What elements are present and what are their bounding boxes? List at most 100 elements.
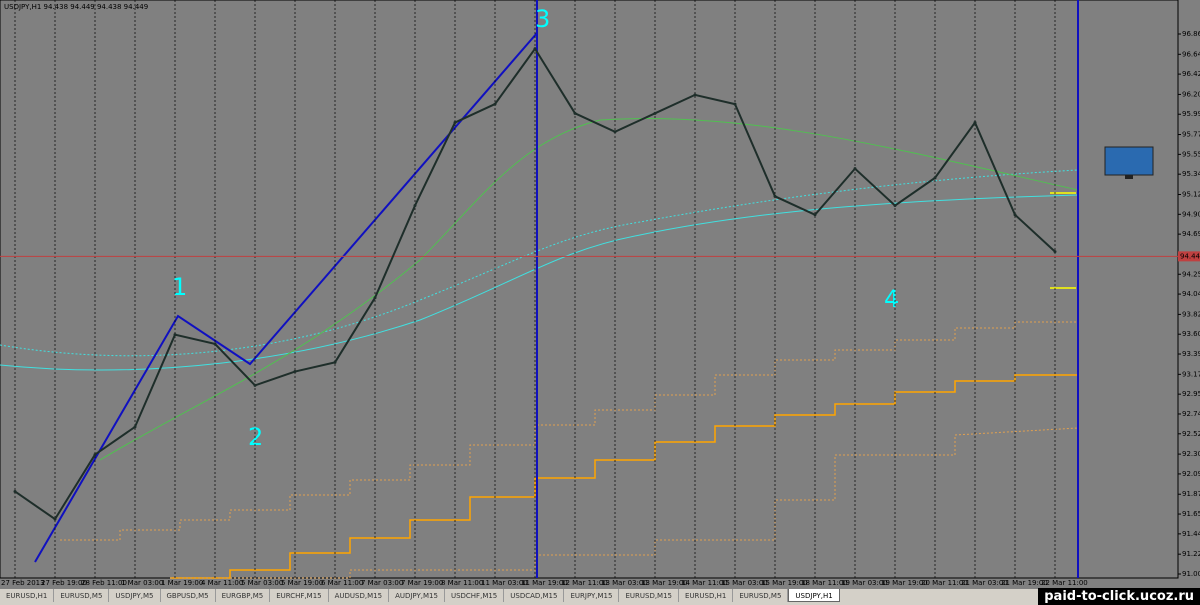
- price-point: [53, 517, 57, 521]
- price-point: [1013, 213, 1017, 217]
- x-tick-label: 7 Mar 03:00: [361, 579, 403, 587]
- x-tick-label: 20 Mar 11:00: [921, 579, 968, 587]
- price-point: [773, 194, 777, 198]
- chart-header: USDJPY,H1 94.438 94.449 94.438 94.449: [4, 3, 148, 11]
- x-tick-label: 15 Mar 03:00: [721, 579, 768, 587]
- chart-tab[interactable]: EURUSD,M15: [619, 589, 680, 602]
- x-tick-label: 7 Mar 19:00: [401, 579, 443, 587]
- price-point: [293, 370, 297, 374]
- y-tick-label: 96.425: [1182, 70, 1200, 78]
- chart-tab[interactable]: USDCAD,M15: [504, 589, 565, 602]
- price-point: [253, 383, 257, 387]
- y-tick-label: 91.440: [1182, 530, 1200, 538]
- price-point: [933, 176, 937, 180]
- price-point: [373, 296, 377, 300]
- wave-label: 3: [535, 5, 550, 33]
- price-point: [413, 204, 417, 208]
- y-tick-label: 94.255: [1182, 270, 1200, 278]
- chart: USDJPY,H1 94.438 94.449 94.438 94.449 1 …: [0, 0, 1200, 587]
- plot-area: [0, 0, 1179, 579]
- y-tick-label: 95.555: [1182, 150, 1200, 158]
- watermark: paid-to-click.ucoz.ru: [1038, 588, 1200, 605]
- x-tick-label: 13 Mar 19:00: [641, 579, 688, 587]
- wave-label: 2: [248, 423, 263, 451]
- price-point: [733, 102, 737, 106]
- x-tick-label: 22 Mar 11:00: [1041, 579, 1088, 587]
- current-price-box: [1178, 251, 1200, 262]
- y-tick-label: 94.040: [1182, 290, 1200, 298]
- y-tick-label: 92.090: [1182, 470, 1200, 478]
- chart-tab[interactable]: EURGBP,M5: [216, 589, 271, 602]
- y-tick-label: 93.820: [1182, 310, 1200, 318]
- price-point: [653, 111, 657, 115]
- price-point: [93, 453, 97, 457]
- x-tick-label: 14 Mar 11:00: [681, 579, 728, 587]
- y-tick-label: 92.305: [1182, 450, 1200, 458]
- wave-label: 1: [172, 273, 187, 301]
- y-tick-label: 95.770: [1182, 131, 1200, 139]
- green-ma: [99, 117, 1079, 461]
- chart-tab[interactable]: EURUSD,M5: [54, 589, 110, 602]
- price-point: [493, 102, 497, 106]
- x-tick-label: 21 Mar 03:00: [961, 579, 1008, 587]
- price-point: [173, 333, 177, 337]
- x-tick-label: 6 Mar 11:00: [321, 579, 363, 587]
- x-tick-label: 8 Mar 11:00: [441, 579, 483, 587]
- current-price-label: 94.449: [1180, 252, 1200, 260]
- chart-tab[interactable]: EURUSD,M5: [733, 589, 789, 602]
- x-tick-label: 27 Feb 2013: [1, 579, 45, 587]
- price-point: [333, 360, 337, 364]
- y-tick-label: 91.220: [1182, 550, 1200, 558]
- x-tick-label: 11 Mar 19:00: [521, 579, 568, 587]
- price-point: [853, 167, 857, 171]
- chart-tab[interactable]: USDCHF,M15: [445, 589, 505, 602]
- chart-tab[interactable]: EURUSD,H1: [0, 589, 55, 602]
- price-point: [573, 111, 577, 115]
- x-tick-label: 18 Mar 11:00: [801, 579, 848, 587]
- y-tick-label: 91.005: [1182, 570, 1200, 578]
- x-tick-label: 19 Mar 19:00: [881, 579, 928, 587]
- chart-tab[interactable]: EURCHF,M15: [270, 589, 329, 602]
- price-point: [453, 121, 457, 125]
- price-point: [1053, 250, 1057, 254]
- x-tick-label: 21 Mar 19:00: [1001, 579, 1048, 587]
- chart-tab[interactable]: GBPUSD,M5: [161, 589, 216, 602]
- y-tick-label: 95.120: [1182, 190, 1200, 198]
- y-tick-label: 91.655: [1182, 510, 1200, 518]
- price-point: [973, 121, 977, 125]
- cyan-ma: [0, 194, 1079, 371]
- y-tick-label: 91.870: [1182, 490, 1200, 498]
- tab-bar: EURUSD,H1 EURUSD,M5 USDJPY,M5 GBPUSD,M5 EURG…: [0, 589, 1200, 605]
- price-point: [693, 93, 697, 97]
- chart-tab[interactable]: USDJPY,H1: [788, 589, 840, 602]
- x-tick-label: 12 Mar 11:00: [561, 579, 608, 587]
- chart-tab[interactable]: USDJPY,M5: [109, 589, 161, 602]
- price-point: [533, 47, 537, 51]
- x-tick-label: 1 Mar 03:00: [121, 579, 163, 587]
- wave-zigzag: [34, 32, 538, 563]
- y-tick-label: 96.640: [1182, 50, 1200, 58]
- price-point: [813, 213, 817, 217]
- y-tick-label: 92.740: [1182, 410, 1200, 418]
- price-point: [613, 130, 617, 134]
- x-tick-label: 5 Mar 19:00: [281, 579, 323, 587]
- y-tick-label: 96.205: [1182, 90, 1200, 98]
- chart-tab[interactable]: EURUSD,H1: [679, 589, 734, 602]
- y-tick-label: 93.605: [1182, 330, 1200, 338]
- y-tick-label: 94.690: [1182, 230, 1200, 238]
- y-tick-label: 93.170: [1182, 370, 1200, 378]
- chart-tab[interactable]: EURJPY,M15: [564, 589, 620, 602]
- x-tick-label: 19 Mar 03:00: [841, 579, 888, 587]
- price-point: [13, 489, 17, 493]
- chart-tab[interactable]: AUDUSD,M15: [329, 589, 390, 602]
- y-tick-label: 96.860: [1182, 30, 1200, 38]
- orange-step-line: [170, 374, 1078, 579]
- wave-label: 4: [884, 285, 899, 313]
- monitor-icon: [1104, 146, 1154, 179]
- x-tick-label: 4 Mar 11:00: [201, 579, 243, 587]
- y-tick-label: 95.990: [1182, 110, 1200, 118]
- cyan-ma-upper: [0, 169, 1079, 357]
- x-tick-label: 28 Feb 11:00: [81, 579, 127, 587]
- chart-tab[interactable]: AUDJPY,M15: [389, 589, 445, 602]
